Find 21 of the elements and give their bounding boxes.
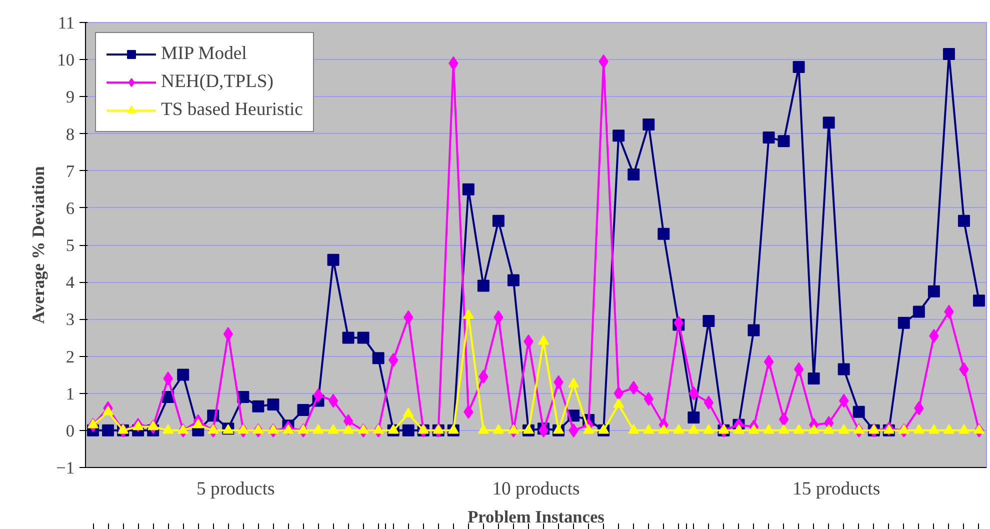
text: 10 products xyxy=(492,478,580,500)
text: 5 products xyxy=(196,478,275,500)
text: 15 products xyxy=(792,478,880,500)
y-tick-label: 6 xyxy=(66,198,75,218)
y-tick-label: −1 xyxy=(56,458,74,478)
y-tick-label: 0 xyxy=(66,421,75,440)
y-tick-label: 10 xyxy=(57,50,74,70)
y-tick-label: 7 xyxy=(66,162,75,181)
y-axis-title: Average % Deviation xyxy=(29,166,48,324)
y-tick-label: 1 xyxy=(66,384,75,404)
y-tick-label: 8 xyxy=(66,124,75,144)
y-tick-label: 5 xyxy=(66,236,75,255)
x-axis-title: Problem Instances xyxy=(468,508,605,526)
y-tick-label: 3 xyxy=(66,310,75,330)
legend-label: TS based Heuristic xyxy=(161,99,303,121)
y-tick-label: 11 xyxy=(58,14,74,32)
y-tick-label: 2 xyxy=(66,347,75,366)
legend-label: NEH(D,TPLS) xyxy=(161,71,274,93)
y-tick-label: 9 xyxy=(66,88,75,107)
y-tick-label: 4 xyxy=(66,273,75,292)
legend-label: MIP Model xyxy=(161,43,247,65)
